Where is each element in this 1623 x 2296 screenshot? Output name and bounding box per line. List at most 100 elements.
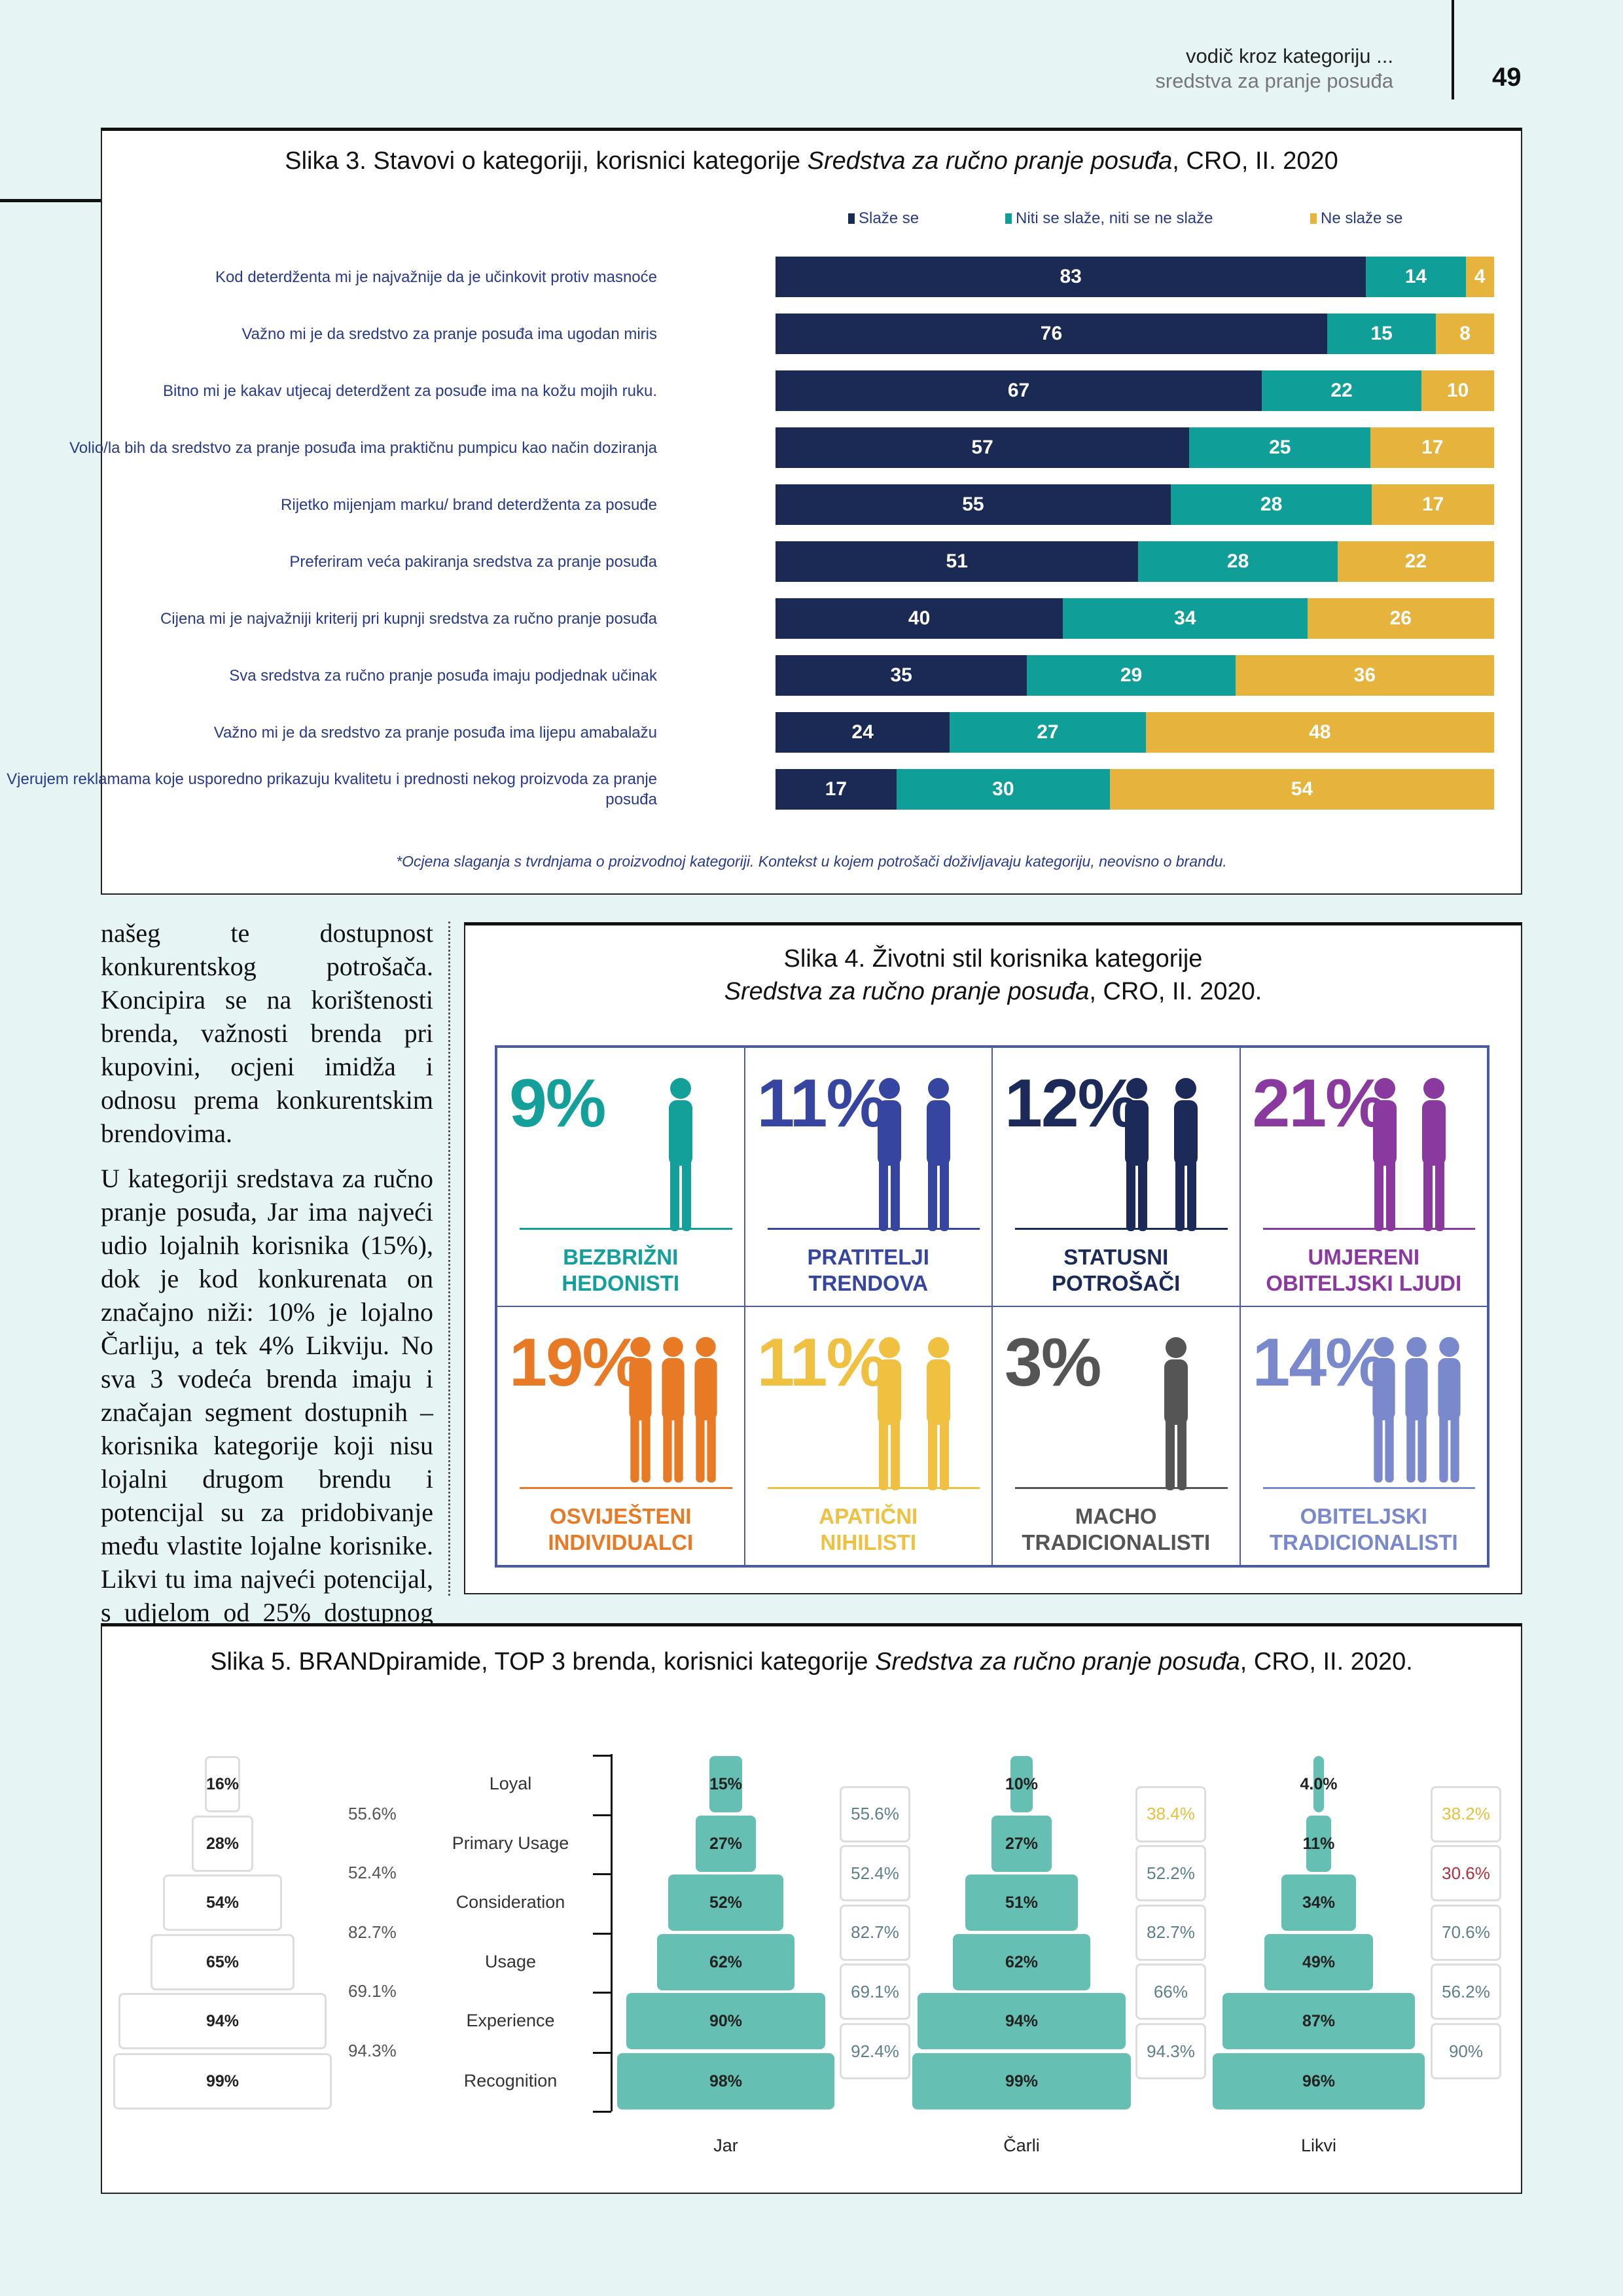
people-silhouettes xyxy=(669,1078,692,1231)
segment-percentage: 12% xyxy=(1005,1066,1138,1141)
brand-pyramid-level: 98% xyxy=(617,2053,834,2109)
people-silhouettes xyxy=(1372,1078,1446,1231)
figure-3: Slika 3. Stavovi o kategoriji, korisnici… xyxy=(7,128,1522,895)
lifestyle-segment: 21% UMJERENI OBITELJSKI LJUDI xyxy=(1240,1047,1488,1306)
bar-segment: 28 xyxy=(1138,541,1338,582)
legend-label: Niti se slaže, niti se ne slaže xyxy=(1016,209,1213,227)
segment-name: UMJERENI OBITELJSKI LJUDI xyxy=(1241,1244,1488,1297)
legend-label: Ne slaže se xyxy=(1321,209,1403,227)
person-silhouette-icon xyxy=(1164,1337,1188,1490)
bar-segment: 27 xyxy=(950,712,1146,753)
segment-rule xyxy=(1262,1228,1475,1230)
bar-segment: 14 xyxy=(1366,257,1466,297)
brand-conversion-rate: 92.4% xyxy=(840,2023,910,2079)
title-line: Sredstva za ručno pranje posuđa, CRO, II… xyxy=(464,975,1522,1008)
bar-segment: 26 xyxy=(1307,598,1494,639)
lifestyle-segment: 11% APATIČNI NIHILISTI xyxy=(744,1306,992,1566)
statement-label: Kod deterdženta mi je najvažnije da je u… xyxy=(215,268,657,286)
person-silhouette-icon xyxy=(662,1336,685,1482)
person-silhouette-icon xyxy=(926,1078,950,1231)
stage-label: Loyal xyxy=(489,1774,532,1793)
segment-percentage: 19% xyxy=(509,1325,643,1401)
legend-item: Slaže se xyxy=(848,209,919,228)
segment-rule xyxy=(1015,1487,1228,1489)
person-silhouette-icon xyxy=(1437,1336,1461,1482)
person-silhouette-icon xyxy=(877,1078,901,1231)
segment-rule xyxy=(1015,1228,1228,1230)
person-silhouette-icon xyxy=(669,1078,692,1231)
bar-segment: 57 xyxy=(776,427,1190,468)
category-conversion-rate: 94.3% xyxy=(348,2041,397,2060)
person-silhouette-icon xyxy=(877,1337,901,1490)
segment-name: PRATITELJI TRENDOVA xyxy=(745,1244,992,1297)
running-header-section: vodič kroz kategoriju ... xyxy=(1185,45,1393,67)
lifestyle-segment: 9% BEZBRIŽNI HEDONISTI xyxy=(497,1047,745,1306)
brand-name: Likvi xyxy=(1300,2136,1336,2155)
statement-label: Rijetko mijenjam marku/ brand deterdžent… xyxy=(281,495,657,514)
segment-name-line: TRADICIONALISTI xyxy=(1269,1530,1458,1554)
bar-segment: 10 xyxy=(1421,370,1494,411)
lifestyle-segment: 14% OBITELJSKI TRADICIONALISTI xyxy=(1240,1306,1488,1566)
brand-conversion-rate: 94.3% xyxy=(1135,2023,1206,2079)
segment-name-line: OSVIJEŠTENI xyxy=(550,1504,692,1528)
brand-pyramid-level: 87% xyxy=(1222,1993,1416,2049)
bar-segment: 55 xyxy=(776,484,1171,525)
people-silhouettes xyxy=(1125,1078,1198,1231)
category-conversion-rate: 69.1% xyxy=(348,1981,397,2001)
axis-tick xyxy=(593,1992,611,1994)
bar-segment: 29 xyxy=(1027,655,1236,696)
bar-segment: 22 xyxy=(1337,541,1494,582)
brand-conversion-rate: 52.2% xyxy=(1135,1845,1206,1901)
category-pyramid-level: 94% xyxy=(118,1993,327,2049)
brand-pyramid-level: 4.0% xyxy=(1300,1756,1338,1812)
person-silhouette-icon xyxy=(1372,1078,1397,1231)
person-silhouette-icon xyxy=(1421,1078,1446,1231)
figure-4 xyxy=(464,922,1522,1594)
segment-percentage: 11% xyxy=(757,1066,887,1141)
bar-segment: 34 xyxy=(1063,598,1308,639)
brand-pyramid-level: 11% xyxy=(1303,1816,1334,1872)
brand-name: Čarli xyxy=(1003,2136,1040,2155)
bar-segment: 36 xyxy=(1235,655,1494,696)
title-italic: Sredstva za ručno pranje posuđa xyxy=(875,1648,1240,1676)
segment-name-line: NIHILISTI xyxy=(820,1530,917,1554)
segment-name: APATIČNI NIHILISTI xyxy=(745,1503,992,1556)
segment-rule xyxy=(520,1228,732,1230)
brand-pyramid-level: 94% xyxy=(918,1993,1126,2049)
segment-name-line: UMJERENI xyxy=(1308,1245,1420,1269)
category-pyramid-level: 65% xyxy=(151,1934,294,1990)
brand-pyramid-level: 15% xyxy=(709,1756,743,1812)
brand-pyramid-level: 27% xyxy=(696,1816,756,1872)
bar-segment: 25 xyxy=(1189,427,1371,468)
paragraph: našeg te dostupnost konkurentskog potroš… xyxy=(101,918,433,1148)
segment-percentage: 9% xyxy=(509,1066,606,1141)
brand-pyramid-level: 90% xyxy=(626,1993,826,2049)
person-silhouette-icon xyxy=(1174,1078,1198,1231)
legend-swatch-icon xyxy=(1005,213,1012,224)
page-number: 49 xyxy=(1492,63,1522,92)
category-conversion-rate: 52.4% xyxy=(348,1863,397,1882)
segment-percentage: 14% xyxy=(1252,1325,1386,1401)
bar-segment: 15 xyxy=(1327,314,1436,354)
person-silhouette-icon xyxy=(694,1336,717,1482)
body-text-column: našeg te dostupnost konkurentskog potroš… xyxy=(101,916,433,1674)
segment-rule xyxy=(520,1487,732,1489)
people-silhouettes xyxy=(1164,1337,1188,1490)
people-silhouettes xyxy=(1372,1336,1461,1482)
stage-label: Experience xyxy=(466,2011,555,2030)
category-pyramid-level: 99% xyxy=(113,2053,332,2109)
segment-name-line: HEDONISTI xyxy=(562,1271,680,1295)
segment-percentage: 11% xyxy=(757,1325,887,1401)
people-silhouettes xyxy=(629,1336,717,1482)
bar-segment: 17 xyxy=(776,769,897,810)
bar-segment: 17 xyxy=(1370,427,1494,468)
title-text: Slika 3. Stavovi o kategoriji, korisnici… xyxy=(285,147,808,175)
stage-label: Consideration xyxy=(455,1892,565,1912)
statement-label: Volio/la bih da sredstvo za pranje posuđ… xyxy=(69,439,657,457)
people-silhouettes xyxy=(877,1078,950,1231)
title-text: , CRO, II. 2020. xyxy=(1240,1648,1413,1676)
brand-pyramid-level: 96% xyxy=(1212,2053,1425,2109)
title-text: , CRO, II. 2020. xyxy=(1089,978,1262,1005)
title-text: , CRO, II. 2020 xyxy=(1172,147,1338,175)
bar-segment: 67 xyxy=(776,370,1262,411)
